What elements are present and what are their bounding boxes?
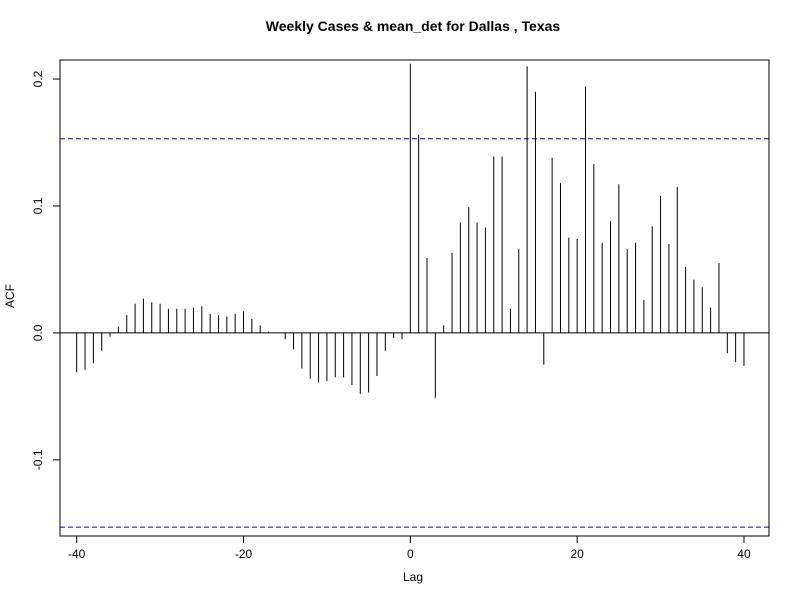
x-tick-label: 20 [570, 547, 584, 561]
x-tick-label: -20 [235, 547, 253, 561]
x-tick-label: 40 [737, 547, 751, 561]
chart-title: Weekly Cases & mean_det for Dallas , Tex… [266, 18, 561, 34]
plot-frame [59, 59, 770, 537]
x-axis-title: Lag [403, 570, 423, 584]
x-axis: -40 -20 0 20 40 [68, 535, 751, 561]
x-tick-label: 0 [407, 547, 414, 561]
y-axis-title: ACF [3, 284, 17, 308]
y-tick-label: 0.2 [31, 70, 45, 87]
acf-bars [76, 63, 745, 398]
confidence-bounds [60, 138, 769, 528]
y-tick-label: 0.1 [31, 197, 45, 214]
y-tick-label: 0.0 [31, 324, 45, 341]
x-tick-label: -40 [68, 547, 86, 561]
y-axis: -0.1 0.0 0.1 0.2 [31, 70, 61, 470]
y-tick-label: -0.1 [31, 449, 45, 470]
